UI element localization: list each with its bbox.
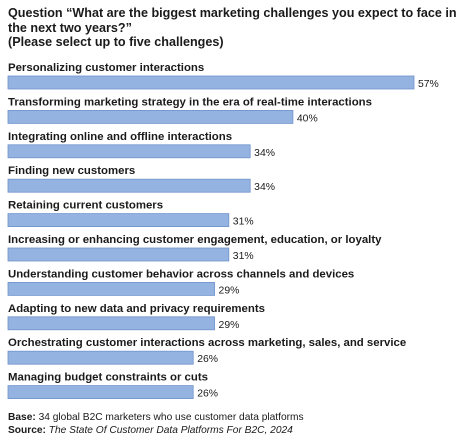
bar [7,385,194,400]
footer-source-text: The State Of Customer Data Platforms For… [48,425,293,436]
bar [7,178,251,193]
value-label: 31% [233,217,254,228]
bar [7,281,215,296]
category-label: Finding new customers [8,165,135,177]
chart-title-text: Question “What are the biggest marketing… [8,6,457,35]
bar [7,144,251,159]
bar [7,350,194,365]
bar [7,110,294,124]
footer-source: Source: The State Of Customer Data Platf… [8,424,304,437]
category-label: Orchestrating customer interactions acro… [8,337,406,349]
category-label: Integrating online and offline interacti… [8,131,232,143]
value-label: 57% [418,79,439,90]
value-label: 29% [219,320,240,331]
value-label: 29% [219,285,240,296]
bar [7,213,230,228]
value-label: 34% [254,182,275,193]
category-label: Personalizing customer interactions [8,62,204,74]
footer-source-label: Source: [8,425,46,436]
category-label: Adapting to new data and privacy require… [8,303,265,315]
footer-base-label: Base: [8,412,36,423]
chart-footer: Base: 34 global B2C marketers who use cu… [8,411,304,437]
category-label: Transforming marketing strategy in the e… [8,96,372,108]
value-label: 26% [197,354,218,365]
chart-subtitle: (Please select up to five challenges) [8,35,224,49]
chart-title: Question “What are the biggest marketing… [8,6,468,50]
value-label: 31% [233,251,254,262]
bar [7,247,230,262]
footer-base-text: 34 global B2C marketers who use customer… [38,412,304,423]
bar [7,75,415,90]
value-label: 34% [254,148,275,159]
category-label: Understanding customer behavior across c… [8,268,354,280]
value-label: 26% [197,389,218,400]
bar [7,316,215,331]
category-label: Retaining current customers [8,200,163,212]
category-label: Increasing or enhancing customer engagem… [8,234,382,246]
footer-base: Base: 34 global B2C marketers who use cu… [8,411,304,424]
category-label: Managing budget constraints or cuts [8,372,208,384]
value-label: 40% [297,113,318,124]
